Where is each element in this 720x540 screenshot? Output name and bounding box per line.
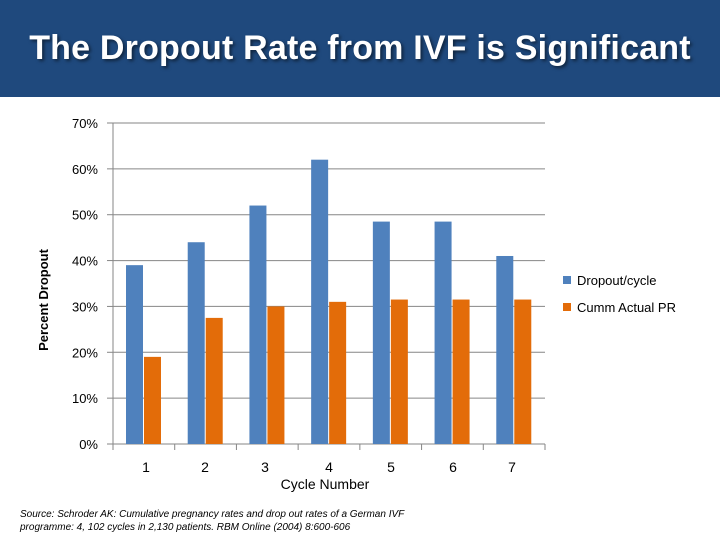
y-tick-label: 30% <box>72 299 98 314</box>
x-tick-label: 3 <box>261 459 269 475</box>
slide-title: The Dropout Rate from IVF is Significant <box>29 29 691 67</box>
y-tick-label: 60% <box>72 162 98 177</box>
bar-dropout-cycle <box>187 242 205 444</box>
legend-swatch-dropout-cycle <box>563 276 571 284</box>
x-tick-label: 1 <box>142 459 150 475</box>
y-tick-label: 0% <box>79 437 98 452</box>
y-axis-label: Percent Dropout <box>36 248 51 351</box>
bar-cumm-actual-pr <box>452 299 470 444</box>
x-tick-label: 7 <box>508 459 516 475</box>
y-tick-label: 10% <box>72 391 98 406</box>
bar-cumm-actual-pr <box>205 317 223 444</box>
x-tick-label: 4 <box>325 459 333 475</box>
x-tick-label: 2 <box>201 459 209 475</box>
x-tick-label: 5 <box>387 459 395 475</box>
y-tick-label: 50% <box>72 208 98 223</box>
bar-cumm-actual-pr <box>390 299 408 444</box>
bar-dropout-cycle <box>372 221 390 444</box>
legend-swatch-cumm-actual-pr <box>563 303 571 311</box>
source-citation: Source: Schroder AK: Cumulative pregnanc… <box>20 509 405 533</box>
y-tick-label: 20% <box>72 345 98 360</box>
bar-dropout-cycle <box>311 159 329 444</box>
bar-cumm-actual-pr <box>144 356 161 444</box>
bar-dropout-cycle <box>496 255 514 444</box>
bar-dropout-cycle <box>126 265 143 444</box>
bar-dropout-cycle <box>434 221 452 444</box>
y-tick-label: 40% <box>72 254 98 269</box>
bar-cumm-actual-pr <box>329 301 347 444</box>
bar-cumm-actual-pr <box>514 299 532 444</box>
bar-cumm-actual-pr <box>267 306 285 444</box>
y-tick-label: 70% <box>72 116 98 131</box>
legend-label: Dropout/cycle <box>577 273 656 288</box>
legend-label: Cumm Actual PR <box>577 300 676 315</box>
title-bar <box>0 0 720 97</box>
x-tick-label: 6 <box>449 459 457 475</box>
bar-dropout-cycle <box>249 205 267 444</box>
x-axis-label: Cycle Number <box>281 476 370 492</box>
